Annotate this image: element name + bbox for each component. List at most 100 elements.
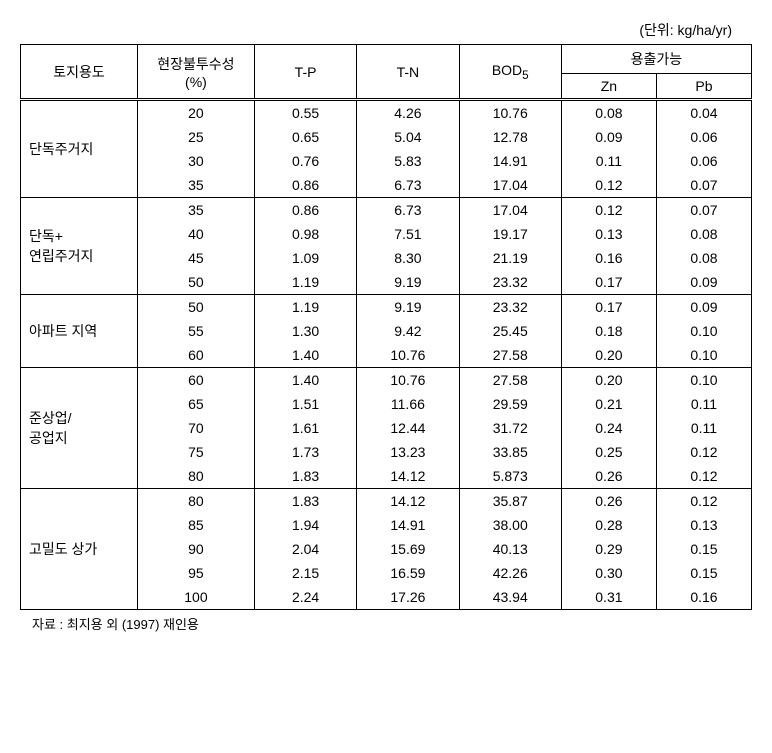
header-land-use: 토지용도 [21,45,138,100]
cell-tn: 9.42 [357,319,459,343]
cell-zn: 0.17 [561,295,656,320]
cell-imp: 75 [137,440,254,464]
cell-bod: 17.04 [459,198,561,223]
cell-imp: 35 [137,198,254,223]
cell-tn: 14.12 [357,489,459,514]
cell-zn: 0.09 [561,125,656,149]
cell-imp: 55 [137,319,254,343]
cell-pb: 0.09 [656,270,751,295]
cell-imp: 45 [137,246,254,270]
cell-imp: 90 [137,537,254,561]
cell-tp: 1.51 [254,392,356,416]
table-row: 단독+연립주거지350.866.7317.040.120.07 [21,198,752,223]
cell-pb: 0.15 [656,561,751,585]
cell-tp: 1.94 [254,513,356,537]
cell-imp: 20 [137,100,254,126]
cell-pb: 0.08 [656,222,751,246]
cell-zn: 0.11 [561,149,656,173]
cell-tp: 2.15 [254,561,356,585]
cell-pb: 0.11 [656,416,751,440]
cell-imp: 65 [137,392,254,416]
cell-pb: 0.07 [656,198,751,223]
cell-tn: 7.51 [357,222,459,246]
cell-pb: 0.11 [656,392,751,416]
cell-tp: 2.24 [254,585,356,610]
cell-tp: 1.19 [254,270,356,295]
cell-zn: 0.25 [561,440,656,464]
header-zn: Zn [561,74,656,100]
cell-zn: 0.12 [561,198,656,223]
cell-bod: 42.26 [459,561,561,585]
cell-zn: 0.13 [561,222,656,246]
cell-zn: 0.31 [561,585,656,610]
cell-tp: 1.73 [254,440,356,464]
table-row: 아파트 지역501.199.1923.320.170.09 [21,295,752,320]
cell-imp: 85 [137,513,254,537]
cell-tn: 5.83 [357,149,459,173]
cell-bod: 23.32 [459,295,561,320]
cell-zn: 0.30 [561,561,656,585]
land-use-label: 단독주거지 [21,100,138,198]
header-impervious: 현장불투수성(%) [137,45,254,100]
cell-zn: 0.21 [561,392,656,416]
cell-tn: 6.73 [357,173,459,198]
cell-bod: 21.19 [459,246,561,270]
cell-bod: 29.59 [459,392,561,416]
cell-bod: 27.58 [459,368,561,393]
cell-zn: 0.20 [561,343,656,368]
header-leachable: 용출가능 [561,45,751,74]
cell-imp: 95 [137,561,254,585]
cell-zn: 0.29 [561,537,656,561]
land-use-label: 아파트 지역 [21,295,138,368]
cell-pb: 0.13 [656,513,751,537]
cell-tp: 1.83 [254,464,356,489]
cell-imp: 30 [137,149,254,173]
cell-pb: 0.09 [656,295,751,320]
cell-tn: 5.04 [357,125,459,149]
header-tn: T-N [357,45,459,100]
cell-tp: 0.76 [254,149,356,173]
land-use-label: 고밀도 상가 [21,489,138,610]
cell-tp: 1.19 [254,295,356,320]
cell-tp: 1.40 [254,368,356,393]
cell-imp: 70 [137,416,254,440]
cell-pb: 0.10 [656,368,751,393]
cell-pb: 0.07 [656,173,751,198]
cell-bod: 5.873 [459,464,561,489]
cell-bod: 14.91 [459,149,561,173]
cell-imp: 60 [137,368,254,393]
cell-tn: 14.12 [357,464,459,489]
cell-bod: 19.17 [459,222,561,246]
cell-tn: 14.91 [357,513,459,537]
cell-tp: 2.04 [254,537,356,561]
table-row: 준상업/공업지601.4010.7627.580.200.10 [21,368,752,393]
cell-tn: 4.26 [357,100,459,126]
cell-zn: 0.28 [561,513,656,537]
cell-imp: 100 [137,585,254,610]
cell-pb: 0.04 [656,100,751,126]
cell-imp: 35 [137,173,254,198]
data-table: 토지용도 현장불투수성(%) T-P T-N BOD5 용출가능 Zn Pb 단… [20,44,752,610]
cell-tp: 1.83 [254,489,356,514]
cell-zn: 0.20 [561,368,656,393]
cell-imp: 40 [137,222,254,246]
cell-tp: 1.30 [254,319,356,343]
cell-imp: 50 [137,295,254,320]
cell-tn: 11.66 [357,392,459,416]
cell-zn: 0.08 [561,100,656,126]
cell-tp: 0.98 [254,222,356,246]
cell-tn: 9.19 [357,295,459,320]
footnote: 자료 : 최지용 외 (1997) 재인용 [20,614,752,633]
cell-tp: 0.86 [254,173,356,198]
cell-zn: 0.16 [561,246,656,270]
table-row: 단독주거지200.554.2610.760.080.04 [21,100,752,126]
header-bod: BOD5 [459,45,561,100]
cell-zn: 0.17 [561,270,656,295]
cell-imp: 25 [137,125,254,149]
cell-zn: 0.12 [561,173,656,198]
header-tp: T-P [254,45,356,100]
cell-pb: 0.06 [656,125,751,149]
cell-zn: 0.18 [561,319,656,343]
cell-bod: 23.32 [459,270,561,295]
cell-tn: 6.73 [357,198,459,223]
